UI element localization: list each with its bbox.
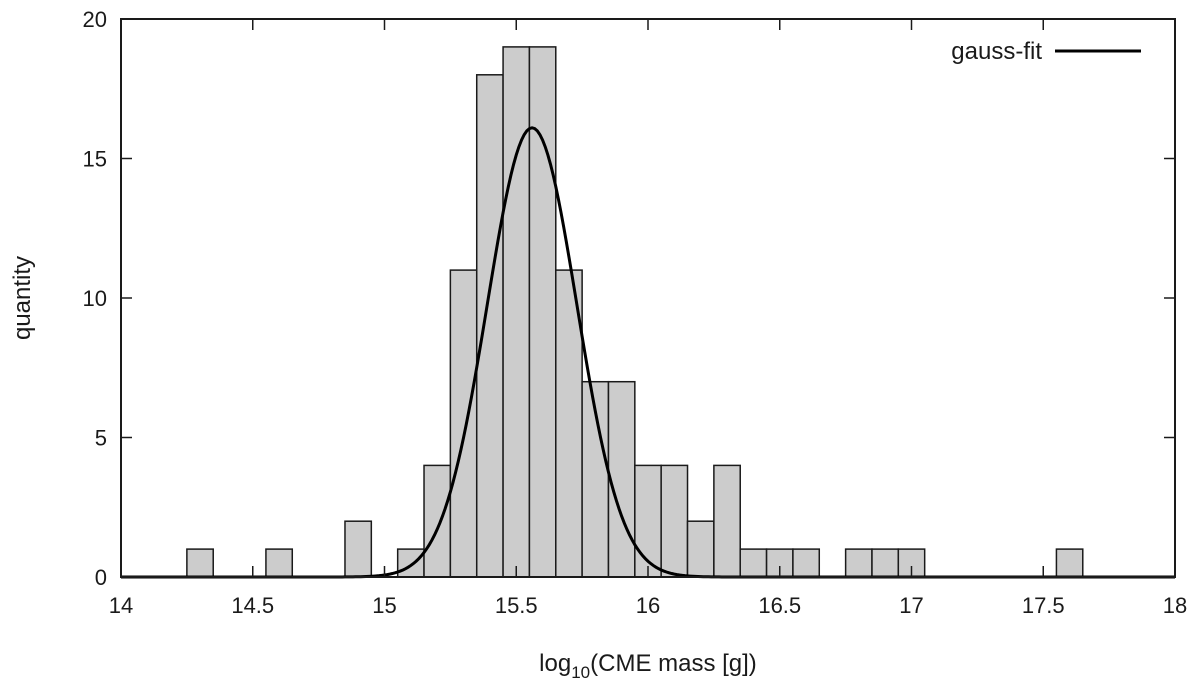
- histogram-bar-5: [449, 269, 478, 578]
- y-tick-label-2: 10: [83, 286, 107, 311]
- histogram-bar-11: [607, 380, 636, 578]
- histogram-bar-9: [555, 269, 583, 578]
- ticks-layer: [120, 18, 1176, 578]
- histogram-bar-7: [502, 46, 531, 578]
- histogram-bar-19: [844, 548, 873, 578]
- bars-layer: [186, 46, 1084, 578]
- y-tick-label-3: 15: [83, 147, 107, 172]
- histogram-bar-4: [423, 464, 452, 578]
- y-tick-labels: 0 5 10 15 20: [83, 7, 107, 590]
- x-tick-labels: 14 14.5 15 15.5 16 16.5 17 17.5 18: [109, 593, 1187, 618]
- x-tick-label-5: 16.5: [758, 593, 801, 618]
- x-tick-label-0: 14: [109, 593, 133, 618]
- x-tick-label-8: 18: [1163, 593, 1187, 618]
- y-tick-label-1: 5: [95, 426, 107, 451]
- histogram-bar-8: [528, 46, 557, 578]
- x-tick-label-4: 16: [636, 593, 660, 618]
- histogram-bar-15: [713, 464, 741, 578]
- histogram-bar-6: [475, 74, 504, 578]
- histogram-bar-1: [265, 548, 294, 578]
- y-axis-label: quantity: [9, 256, 36, 340]
- x-tick-label-1: 14.5: [231, 593, 274, 618]
- histogram-bar-18: [792, 548, 821, 578]
- y-tick-label-0: 0: [95, 565, 107, 590]
- y-tick-label-4: 20: [83, 7, 107, 32]
- histogram-bar-2: [344, 520, 373, 578]
- x-tick-label-6: 17: [899, 593, 923, 618]
- x-tick-label-7: 17.5: [1022, 593, 1065, 618]
- histogram-bar-22: [1055, 548, 1084, 578]
- x-axis-label-main: log: [539, 650, 571, 677]
- histogram-bar-3: [396, 548, 425, 578]
- x-tick-label-3: 15.5: [495, 593, 538, 618]
- histogram-bar-20: [871, 548, 900, 578]
- x-axis-label-rest: (CME mass [g]): [590, 650, 757, 677]
- histogram-bar-0: [186, 548, 214, 578]
- histogram-bar-13: [660, 464, 689, 578]
- x-tick-label-2: 15: [372, 593, 396, 618]
- histogram-bar-14: [686, 520, 715, 578]
- x-axis-label: log10(CME mass [g]): [539, 650, 757, 682]
- legend-label-gauss-fit: gauss-fit: [951, 38, 1042, 65]
- x-axis-label-subscript: 10: [571, 663, 590, 682]
- legend: gauss-fit: [951, 38, 1141, 65]
- histogram-bar-16: [739, 548, 768, 578]
